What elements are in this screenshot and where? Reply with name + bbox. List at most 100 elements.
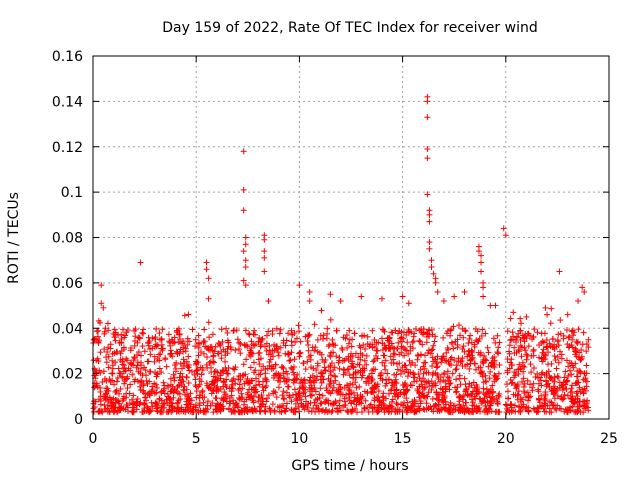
data-point xyxy=(462,328,469,335)
data-point xyxy=(385,390,392,397)
data-point xyxy=(370,389,377,396)
data-point xyxy=(97,401,104,408)
data-point xyxy=(117,385,124,392)
data-point xyxy=(180,386,187,393)
data-point xyxy=(542,304,549,311)
data-point xyxy=(527,361,534,368)
data-point xyxy=(471,343,478,350)
data-point xyxy=(129,409,136,416)
data-point xyxy=(585,336,592,343)
data-point xyxy=(139,343,146,350)
data-point xyxy=(288,349,295,356)
data-point xyxy=(141,348,148,355)
data-point xyxy=(136,335,143,342)
data-point xyxy=(113,378,120,385)
data-point xyxy=(127,381,134,388)
data-point xyxy=(394,366,401,373)
data-point xyxy=(489,382,496,389)
data-point xyxy=(478,268,485,275)
data-point xyxy=(261,248,268,255)
data-point xyxy=(124,385,131,392)
data-point xyxy=(568,385,575,392)
data-point xyxy=(148,388,155,395)
data-point xyxy=(333,353,340,360)
data-point xyxy=(532,374,539,381)
data-point xyxy=(348,343,355,350)
data-point xyxy=(523,313,530,320)
data-point xyxy=(491,372,498,379)
data-point xyxy=(295,322,302,329)
data-point xyxy=(181,383,188,390)
data-point xyxy=(507,315,514,322)
data-point xyxy=(244,391,251,398)
data-point xyxy=(252,331,259,338)
data-point xyxy=(460,343,467,350)
data-point xyxy=(287,357,294,364)
data-point xyxy=(423,379,430,386)
data-point xyxy=(305,341,312,348)
data-point xyxy=(185,353,192,360)
data-point xyxy=(136,383,143,390)
data-point xyxy=(218,355,225,362)
data-point xyxy=(302,366,309,373)
data-point xyxy=(407,369,414,376)
data-point xyxy=(185,379,192,386)
data-point xyxy=(222,358,229,365)
data-point xyxy=(185,311,192,318)
data-point xyxy=(439,356,446,363)
data-point xyxy=(101,346,108,353)
data-point xyxy=(285,330,292,337)
data-point xyxy=(118,340,125,347)
data-point xyxy=(124,357,131,364)
data-point xyxy=(365,409,372,416)
data-point xyxy=(240,361,247,368)
data-point xyxy=(179,373,186,380)
data-point xyxy=(164,382,171,389)
data-point xyxy=(111,381,118,388)
data-point xyxy=(363,352,370,359)
data-point xyxy=(494,332,501,339)
data-point xyxy=(440,334,447,341)
data-point xyxy=(290,379,297,386)
data-point xyxy=(553,365,560,372)
data-point xyxy=(447,332,454,339)
data-point xyxy=(453,376,460,383)
data-point xyxy=(484,398,491,405)
data-point xyxy=(141,364,148,371)
data-point xyxy=(261,268,268,275)
data-point xyxy=(575,326,582,333)
data-point xyxy=(275,352,282,359)
data-point xyxy=(517,315,524,322)
data-point xyxy=(185,361,192,368)
data-point xyxy=(248,338,255,345)
data-point xyxy=(563,327,570,334)
data-point xyxy=(403,395,410,402)
data-point xyxy=(255,338,262,345)
data-point xyxy=(240,148,247,155)
data-point xyxy=(399,293,406,300)
data-point xyxy=(395,339,402,346)
data-point xyxy=(138,352,145,359)
data-point xyxy=(523,356,530,363)
data-point xyxy=(356,383,363,390)
data-point xyxy=(279,392,286,399)
data-point xyxy=(312,388,319,395)
data-point xyxy=(181,359,188,366)
y-tick-label: 0.02 xyxy=(52,367,83,383)
data-point xyxy=(518,403,525,410)
y-tick-label: 0.12 xyxy=(52,140,83,156)
data-point xyxy=(420,370,427,377)
data-point xyxy=(347,380,354,387)
data-point xyxy=(428,257,435,264)
data-point xyxy=(494,398,501,405)
data-point xyxy=(492,302,499,309)
data-point xyxy=(276,330,283,337)
data-point xyxy=(104,320,111,327)
data-point xyxy=(208,369,215,376)
data-point xyxy=(478,369,485,376)
data-point xyxy=(507,376,514,383)
data-point xyxy=(504,388,511,395)
data-point xyxy=(176,330,183,337)
data-point xyxy=(259,383,266,390)
